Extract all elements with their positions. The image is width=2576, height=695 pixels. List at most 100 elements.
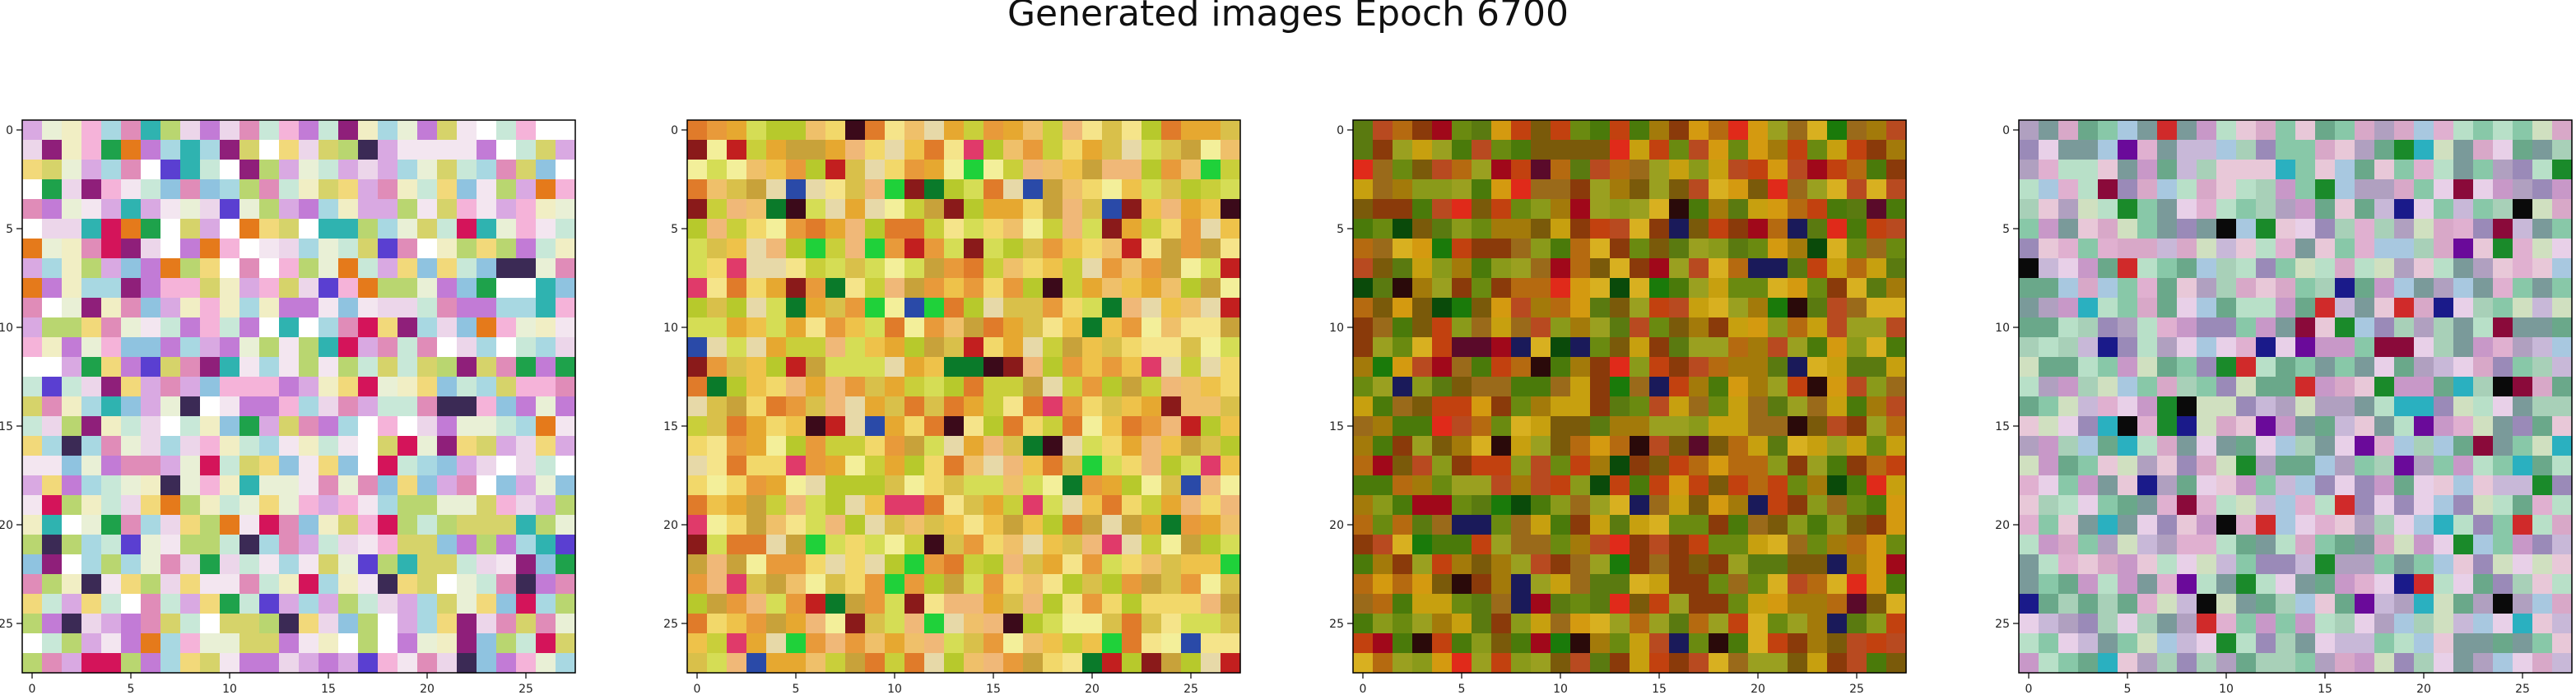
pixel [81,258,102,279]
pixel [746,495,767,516]
pixel [1649,436,1670,456]
pixel [727,416,747,437]
pixel [1590,337,1611,358]
x-tick-label: 0 [1360,683,1367,695]
pixel [1728,219,1749,239]
pixel [22,633,43,654]
y-tick-label: 10 [0,322,13,335]
y-tick-label: 5 [6,223,13,236]
pixel [1393,298,1413,318]
pixel [2434,258,2454,279]
pixel [1181,416,1202,437]
pixel [865,337,886,358]
pixel [200,535,221,555]
pixel [865,258,886,279]
pixel [1491,317,1512,338]
pixel [1373,140,1393,160]
pixel [1062,456,1083,476]
pixel [22,179,43,200]
pixel [2098,120,2118,141]
pixel [924,495,945,516]
pixel [398,436,418,456]
pixel [983,160,1004,180]
pixel [1043,535,1063,555]
pixel [1669,475,1690,496]
pixel [806,199,826,220]
pixel [845,535,866,555]
pixel [2295,574,2316,595]
pixel [378,179,398,200]
pixel [1867,160,1887,180]
pixel [2157,278,2178,299]
pixel [2177,179,2197,200]
pixel [2493,396,2513,417]
pixel [924,337,945,358]
pixel [200,219,221,239]
pixel [904,337,925,358]
pixel [1649,396,1670,417]
pixel [845,456,866,476]
pixel [1630,495,1650,516]
pixel [319,495,339,516]
pixel [2236,436,2257,456]
pixel [2493,633,2513,654]
pixel [2493,278,2513,299]
pixel [786,317,807,338]
pixel [496,653,517,674]
pixel [2157,258,2178,279]
pixel [42,633,63,654]
pixel [2216,614,2237,634]
pixel [885,554,905,575]
y-tick-label: 20 [663,519,678,532]
pixel [2177,535,2197,555]
pixel [437,357,458,378]
pixel [1649,357,1670,378]
pixel [2039,258,2059,279]
pixel [825,199,846,220]
pixel [2453,160,2474,180]
pixel [1867,633,1887,654]
pixel [885,515,905,535]
pixel [477,515,497,535]
pixel [22,160,43,180]
pixel [160,199,181,220]
pixel [2513,298,2533,318]
pixel [2157,653,2178,674]
pixel [2493,317,2513,338]
pixel [437,495,458,516]
pixel [1472,317,1492,338]
pixel [220,495,240,516]
pixel [239,357,260,378]
pixel [1728,574,1749,595]
pixel [885,317,905,338]
pixel [1807,653,1828,674]
pixel [1122,456,1142,476]
pixel [457,258,477,279]
pixel [338,239,359,259]
pixel [1472,633,1492,654]
pixel [2019,377,2039,397]
pixel [2434,278,2454,299]
pixel [746,298,767,318]
pixel [2197,535,2217,555]
pixel [2295,140,2316,160]
pixel [2355,179,2375,200]
pixel [1023,120,1044,141]
pixel [1353,377,1374,397]
pixel [1142,574,1162,595]
pixel [746,278,767,299]
pixel [496,515,517,535]
pixel [319,614,339,634]
pixel [1551,298,1571,318]
pixel [746,456,767,476]
pixel [727,140,747,160]
pixel [687,614,708,634]
pixel [687,396,708,417]
pixel [516,258,537,279]
pixel [378,535,398,555]
pixel [141,120,161,141]
pixel [2295,239,2316,259]
pixel [825,574,846,595]
pixel [786,535,807,555]
pixel [1551,396,1571,417]
